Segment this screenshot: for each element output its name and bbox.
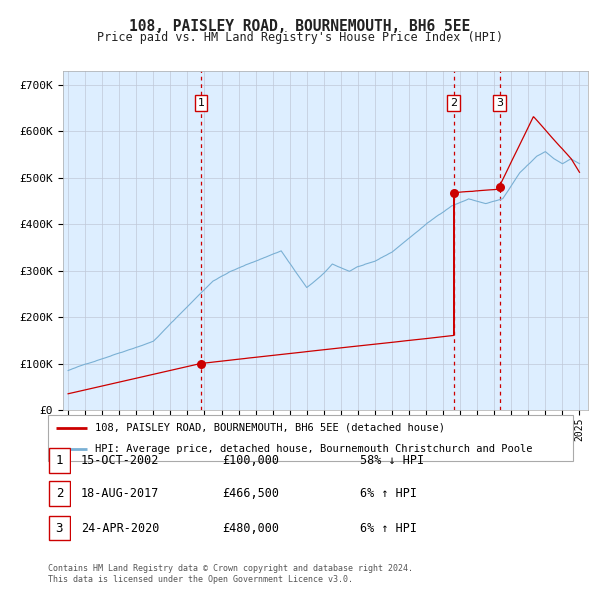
FancyBboxPatch shape: [49, 516, 70, 540]
Text: 2: 2: [450, 98, 457, 108]
FancyBboxPatch shape: [49, 448, 70, 473]
Text: 6% ↑ HPI: 6% ↑ HPI: [360, 487, 417, 500]
FancyBboxPatch shape: [48, 415, 573, 461]
Text: 24-APR-2020: 24-APR-2020: [81, 522, 160, 535]
Text: 15-OCT-2002: 15-OCT-2002: [81, 454, 160, 467]
Text: Price paid vs. HM Land Registry's House Price Index (HPI): Price paid vs. HM Land Registry's House …: [97, 31, 503, 44]
Text: This data is licensed under the Open Government Licence v3.0.: This data is licensed under the Open Gov…: [48, 575, 353, 584]
Text: 3: 3: [56, 522, 63, 535]
Text: Contains HM Land Registry data © Crown copyright and database right 2024.: Contains HM Land Registry data © Crown c…: [48, 565, 413, 573]
Text: £466,500: £466,500: [222, 487, 279, 500]
Text: 6% ↑ HPI: 6% ↑ HPI: [360, 522, 417, 535]
Text: £480,000: £480,000: [222, 522, 279, 535]
Text: 3: 3: [496, 98, 503, 108]
Text: £100,000: £100,000: [222, 454, 279, 467]
Text: 1: 1: [197, 98, 205, 108]
Text: HPI: Average price, detached house, Bournemouth Christchurch and Poole: HPI: Average price, detached house, Bour…: [95, 444, 533, 454]
Text: 108, PAISLEY ROAD, BOURNEMOUTH, BH6 5EE (detached house): 108, PAISLEY ROAD, BOURNEMOUTH, BH6 5EE …: [95, 423, 445, 433]
Text: 2: 2: [56, 487, 63, 500]
Text: 18-AUG-2017: 18-AUG-2017: [81, 487, 160, 500]
Text: 58% ↓ HPI: 58% ↓ HPI: [360, 454, 424, 467]
Text: 108, PAISLEY ROAD, BOURNEMOUTH, BH6 5EE: 108, PAISLEY ROAD, BOURNEMOUTH, BH6 5EE: [130, 19, 470, 34]
FancyBboxPatch shape: [49, 481, 70, 506]
Text: 1: 1: [56, 454, 63, 467]
